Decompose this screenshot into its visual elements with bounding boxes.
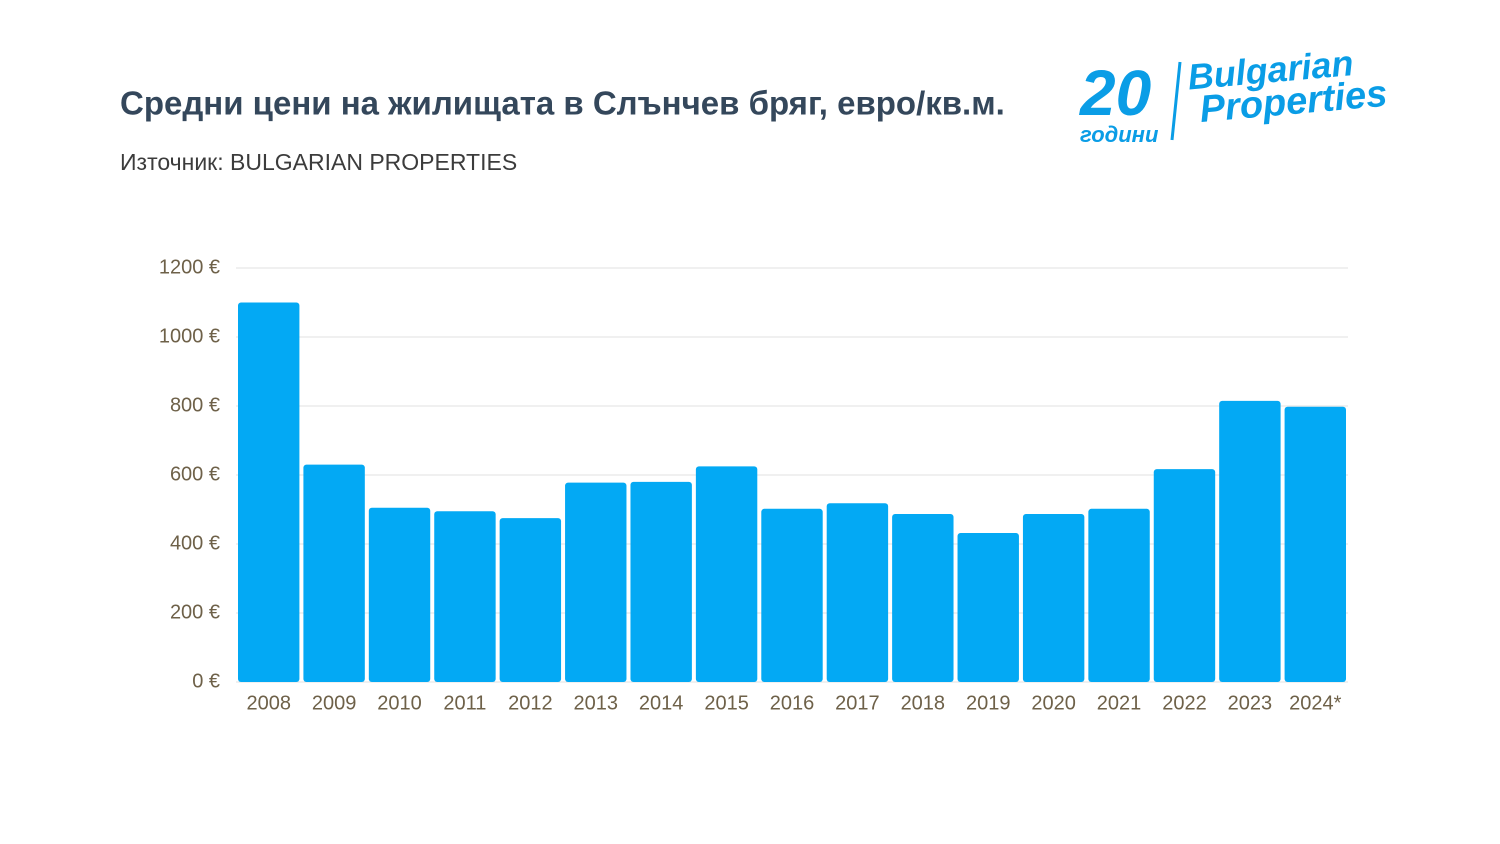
bar [761, 508, 823, 682]
x-tick-label: 2012 [508, 692, 553, 714]
x-tick-label: 2018 [901, 692, 946, 714]
bar [1022, 513, 1085, 682]
bar [1284, 406, 1346, 682]
logo-divider [1170, 61, 1182, 141]
bar [630, 481, 692, 682]
logo-years: години [1080, 122, 1159, 147]
y-tick-label: 1000 € [159, 325, 220, 347]
logo-number: 20 [1079, 57, 1151, 129]
x-tick-label: 2014 [639, 692, 684, 714]
bar [434, 511, 496, 682]
x-tick-label: 2022 [1162, 692, 1207, 714]
x-tick-label: 2013 [574, 692, 619, 714]
logo: 20 години Bulgarian Properties [1079, 42, 1389, 147]
y-tick-label: 0 € [192, 670, 220, 692]
bar [238, 302, 300, 682]
x-tick-label: 2011 [443, 692, 486, 714]
bar [368, 507, 431, 682]
x-tick-label: 2009 [312, 692, 357, 714]
bar [1219, 400, 1281, 682]
x-tick-label: 2023 [1228, 692, 1273, 714]
y-tick-label: 400 € [170, 532, 220, 554]
x-tick-label: 2019 [966, 692, 1011, 714]
y-tick-label: 200 € [170, 601, 220, 623]
x-tick-label: 2016 [770, 692, 815, 714]
chart-title: Средни цени на жилищата в Слънчев бряг, … [120, 85, 1005, 122]
bar [499, 518, 562, 682]
y-tick-label: 800 € [170, 394, 220, 416]
bar [695, 466, 758, 682]
x-tick-label: 2015 [704, 692, 749, 714]
bar [565, 482, 627, 682]
bar [1153, 469, 1216, 682]
y-tick-label: 1200 € [159, 256, 220, 278]
bar [957, 532, 1019, 682]
x-tick-label: 2008 [246, 692, 291, 714]
y-tick-label: 600 € [170, 463, 220, 485]
bar [892, 513, 954, 682]
x-tick-label: 2020 [1031, 692, 1076, 714]
x-tick-label: 2017 [835, 692, 880, 714]
bar [826, 503, 889, 682]
chart-subtitle: Източник: BULGARIAN PROPERTIES [120, 149, 517, 175]
x-tick-label: 2024* [1289, 692, 1341, 714]
x-tick-label: 2021 [1097, 692, 1142, 714]
bar [1088, 508, 1150, 682]
bar [303, 464, 365, 682]
x-tick-label: 2010 [377, 692, 422, 714]
